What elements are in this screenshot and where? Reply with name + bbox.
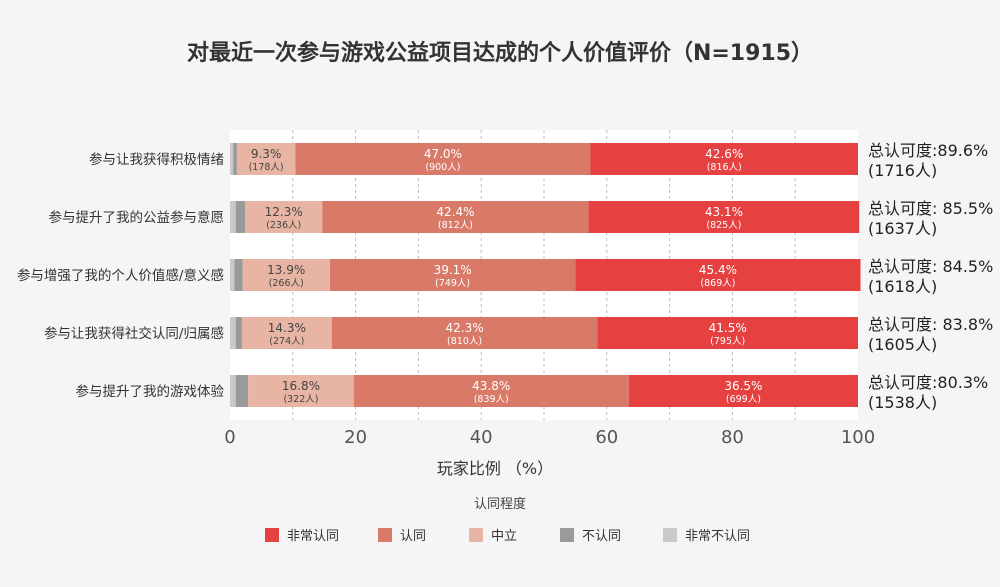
legend-label: 不认同	[582, 529, 621, 544]
bar-segment	[588, 201, 860, 233]
summary-count: (1618人)	[868, 277, 937, 296]
bar-count-label: (749人)	[435, 278, 470, 289]
bar-count-label: (839人)	[474, 394, 509, 405]
bar-segment	[234, 259, 243, 291]
summary-percent: 总认可度: 85.5%	[868, 199, 993, 218]
summary-percent: 总认可度:89.6%	[868, 141, 988, 160]
legend-swatch	[378, 528, 392, 542]
bar-percent-label: 43.8%	[472, 379, 510, 393]
legend-title: 认同程度	[474, 496, 526, 512]
bar-percent-label: 16.8%	[282, 379, 320, 393]
bar-count-label: (810人)	[447, 336, 482, 347]
bar-percent-label: 9.3%	[251, 147, 282, 161]
x-tick-label: 20	[344, 427, 367, 448]
bar-percent-label: 13.9%	[267, 263, 305, 277]
bar-segment	[295, 143, 591, 175]
bar-count-label: (274人)	[269, 336, 304, 347]
legend-swatch	[469, 528, 483, 542]
summary-count: (1637人)	[868, 219, 937, 238]
bar-count-label: (322人)	[283, 394, 318, 405]
x-axis-label: 玩家比例 （%）	[437, 459, 553, 478]
bar-segment	[230, 375, 236, 407]
bar-segment	[248, 375, 354, 407]
bar-segment	[329, 259, 576, 291]
chart-title: 对最近一次参与游戏公益项目达成的个人价值评价（N=1915）	[187, 40, 813, 66]
x-tick-label: 0	[224, 427, 235, 448]
bar-percent-label: 43.1%	[705, 205, 743, 219]
bar-segment	[331, 317, 598, 349]
bar-percent-label: 12.3%	[265, 205, 303, 219]
summary-labels: 总认可度:89.6%(1716人) 总认可度: 85.5%(1637人) 总认可度:…	[868, 141, 993, 412]
bar-segment	[575, 259, 861, 291]
bar-count-label: (816人)	[707, 162, 742, 173]
bar-segment	[353, 375, 629, 407]
bar-count-label: (869人)	[700, 278, 735, 289]
bars-group: 9.3%(178人) 47.0%(900人) 42.6%(816人) 12.3%(23…	[230, 143, 861, 407]
category-label: 参与让我获得积极情绪	[89, 151, 224, 168]
legend-label: 非常不认同	[685, 529, 750, 544]
bar-percent-label: 42.4%	[436, 205, 474, 219]
bar-percent-label: 36.5%	[724, 379, 762, 393]
bar-segment	[235, 317, 242, 349]
category-label: 参与提升了我的公益参与意愿	[49, 209, 225, 226]
bar-segment	[242, 259, 330, 291]
bar-segment	[322, 201, 589, 233]
bar-segment	[235, 375, 249, 407]
x-tick-label: 100	[841, 427, 875, 448]
category-label: 参与让我获得社交认同/归属感	[44, 325, 224, 342]
category-labels: 参与让我获得积极情绪参与提升了我的公益参与意愿参与增强了我的个人价值感/意义感参…	[17, 151, 225, 400]
bar-count-label: (795人)	[710, 336, 745, 347]
bar-count-label: (699人)	[726, 394, 761, 405]
bar-percent-label: 14.3%	[268, 321, 306, 335]
summary-count: (1538人)	[868, 393, 937, 412]
bar-segment	[245, 201, 323, 233]
bar-segment	[230, 143, 234, 175]
bar-count-label: (178人)	[249, 162, 284, 173]
summary-percent: 总认可度: 83.8%	[868, 315, 993, 334]
legend-swatch	[265, 528, 279, 542]
legend-label: 非常认同	[287, 529, 339, 544]
bar-percent-label: 41.5%	[709, 321, 747, 335]
legend: 非常认同 认同 中立 不认同 非常不认同	[265, 528, 750, 544]
summary-count: (1605人)	[868, 335, 937, 354]
summary-count: (1716人)	[868, 161, 937, 180]
legend-swatch	[560, 528, 574, 542]
bar-percent-label: 42.3%	[445, 321, 483, 335]
bar-segment	[628, 375, 858, 407]
bar-segment	[241, 317, 332, 349]
bar-segment	[236, 143, 296, 175]
category-label: 参与提升了我的游戏体验	[76, 383, 225, 400]
bar-segment	[590, 143, 858, 175]
bar-count-label: (812人)	[438, 220, 473, 231]
summary-percent: 总认可度: 84.5%	[868, 257, 993, 276]
bar-percent-label: 45.4%	[699, 263, 737, 277]
x-tick-label: 40	[470, 427, 493, 448]
legend-swatch	[663, 528, 677, 542]
legend-label: 中立	[491, 529, 517, 544]
x-axis-ticks: 0 20 40 60 80 100	[224, 427, 875, 448]
bar-count-label: (900人)	[425, 162, 460, 173]
bar-count-label: (236人)	[266, 220, 301, 231]
bar-count-label: (266人)	[269, 278, 304, 289]
legend-label: 认同	[400, 529, 426, 544]
bar-percent-label: 39.1%	[434, 263, 472, 277]
bar-segment	[230, 259, 235, 291]
bar-segment	[233, 143, 237, 175]
bar-segment	[230, 201, 236, 233]
bar-percent-label: 47.0%	[424, 147, 462, 161]
bar-segment	[597, 317, 858, 349]
x-tick-label: 60	[595, 427, 618, 448]
bar-percent-label: 42.6%	[705, 147, 743, 161]
bar-count-label: (825人)	[706, 220, 741, 231]
bar-segment	[230, 317, 236, 349]
bar-segment	[235, 201, 246, 233]
summary-percent: 总认可度:80.3%	[868, 373, 988, 392]
x-tick-label: 80	[721, 427, 744, 448]
category-label: 参与增强了我的个人价值感/意义感	[17, 267, 224, 284]
